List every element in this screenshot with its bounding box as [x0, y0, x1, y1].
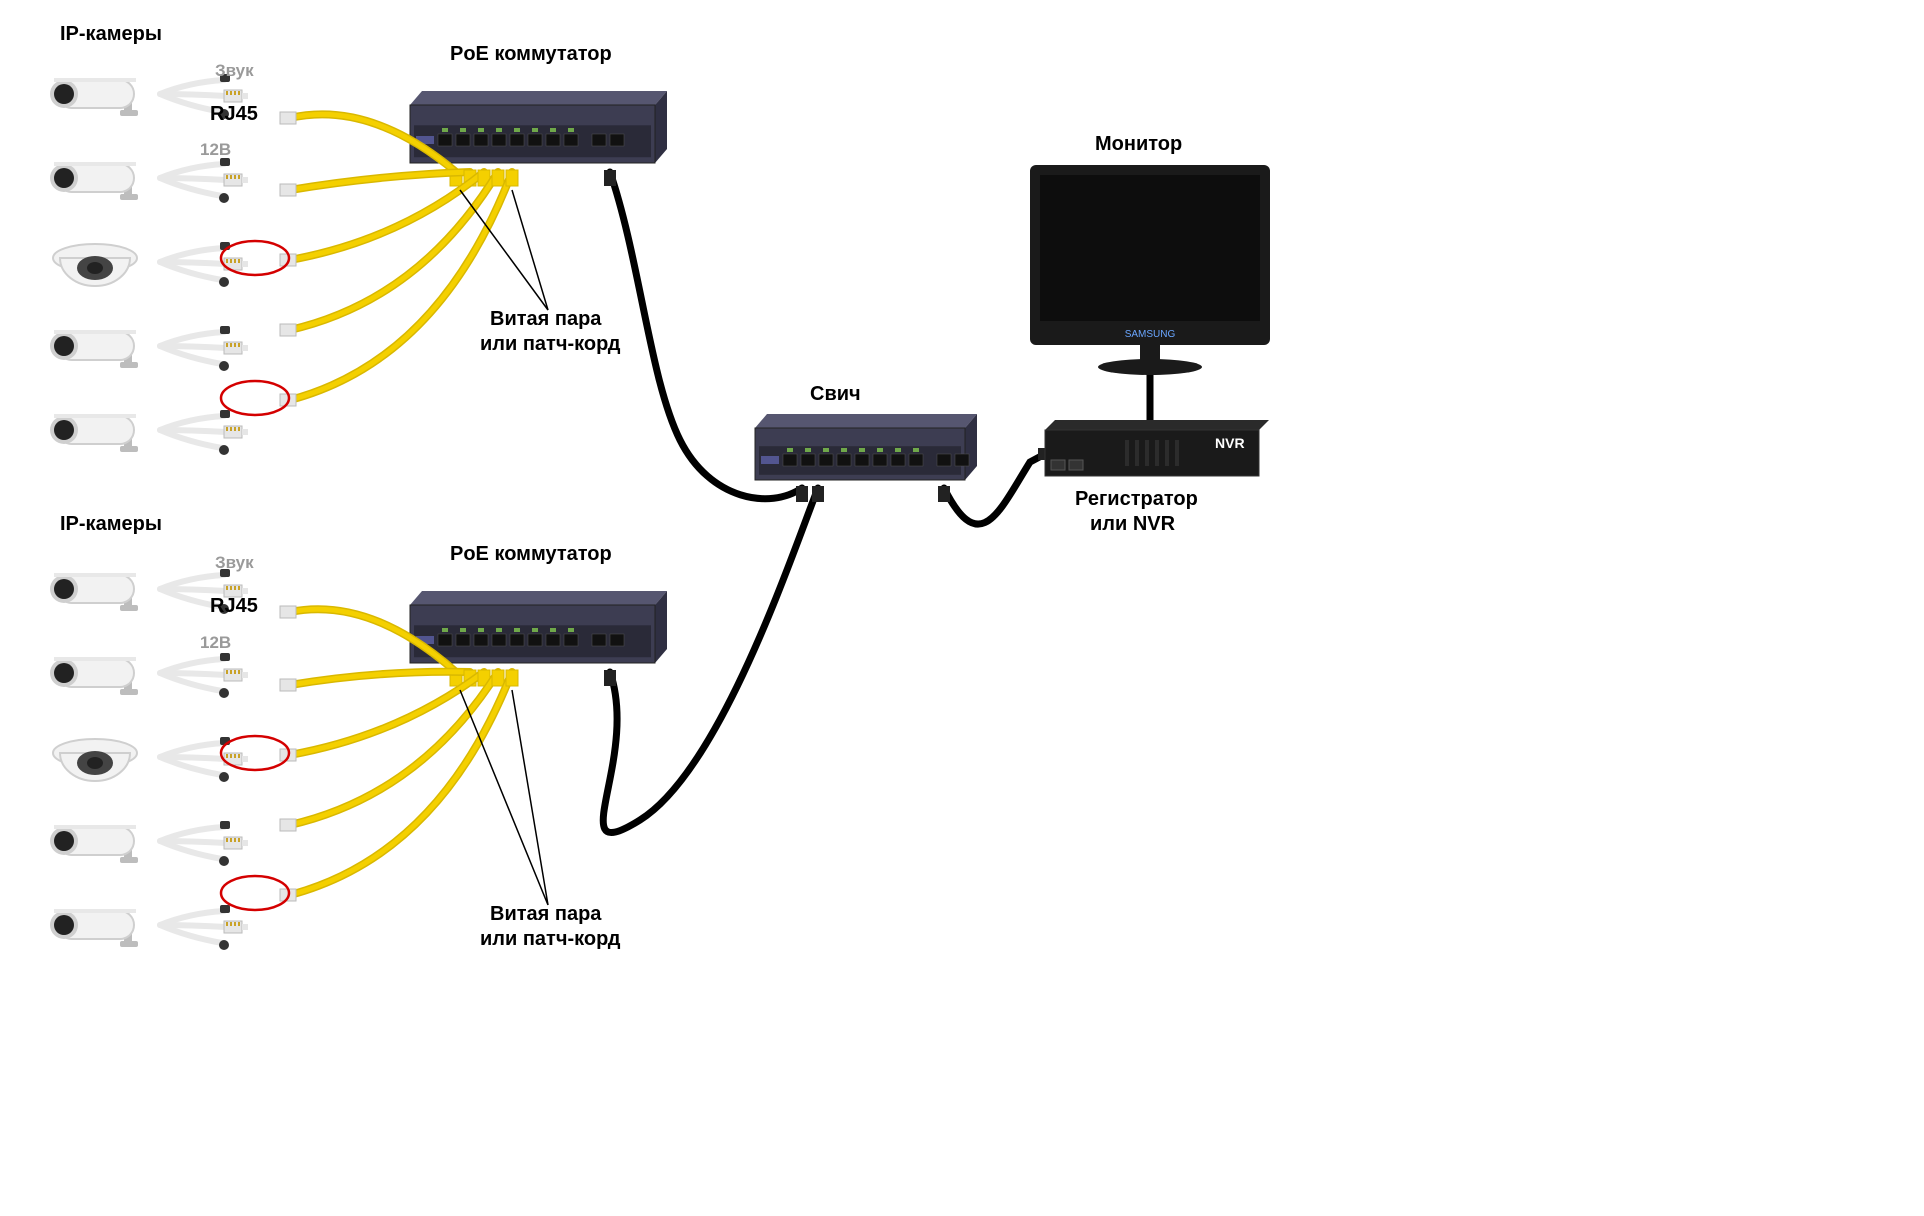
poe-switch-2 [410, 591, 667, 663]
rj45-plug-icon [604, 670, 616, 686]
switch-port [492, 134, 506, 146]
rj45-plug-icon [938, 486, 950, 502]
label-ip_cameras2: IP-камеры [60, 513, 162, 535]
rj45-plug-icon [812, 486, 824, 502]
label-patch2b: или патч-корд [480, 928, 621, 950]
label-monitor: Монитор [1095, 133, 1182, 155]
switch-uplink-port [592, 134, 606, 146]
label-ip_cameras1: IP-камеры [60, 23, 162, 45]
poe-switch-1 [410, 91, 667, 163]
switch-port [837, 454, 851, 466]
switch-uplink-port [610, 634, 624, 646]
switch-port [873, 454, 887, 466]
label-patch2a: Витая пара [490, 903, 602, 925]
diagram-canvas: SAMSUNG IP-камеры IP-камеры PoE коммутатор P… [0, 0, 1924, 1216]
label-nvr2: или NVR [1090, 513, 1176, 535]
switch-port [546, 634, 560, 646]
switch-port [819, 454, 833, 466]
switch-port [801, 454, 815, 466]
label-nvr1: Регистратор [1075, 488, 1198, 510]
switch-port [909, 454, 923, 466]
monitor-icon: SAMSUNG [1030, 165, 1270, 375]
switch-port [492, 634, 506, 646]
label-poe2: PoE коммутатор [450, 543, 612, 565]
switch-port [438, 634, 452, 646]
switch-port [564, 134, 578, 146]
switch-port [855, 454, 869, 466]
label-v12_2: 12В [200, 633, 231, 652]
switch-port [456, 634, 470, 646]
switch-port [456, 134, 470, 146]
label-nvr_dev: NVR [1215, 435, 1245, 451]
switch-port [528, 134, 542, 146]
switch-port [783, 454, 797, 466]
switch-port [474, 134, 488, 146]
switch-uplink-port [955, 454, 969, 466]
label-v12_1: 12В [200, 140, 231, 159]
label-rj45_1: RJ45 [210, 103, 258, 125]
switch-uplink-port [937, 454, 951, 466]
switch-port [510, 134, 524, 146]
label-patch1a: Витая пара [490, 308, 602, 330]
switch-uplink-port [610, 134, 624, 146]
switch-port [438, 134, 452, 146]
switch-uplink-port [592, 634, 606, 646]
label-rj45_2: RJ45 [210, 595, 258, 617]
switch-port [564, 634, 578, 646]
switch-port [546, 134, 560, 146]
label-sound2: Звук [215, 553, 254, 572]
rj45-plug-icon [604, 170, 616, 186]
rj45-plug-icon [796, 486, 808, 502]
switch-port [891, 454, 905, 466]
label-poe1: PoE коммутатор [450, 43, 612, 65]
label-patch1b: или патч-корд [480, 333, 621, 355]
switch-port [474, 634, 488, 646]
monitor-brand: SAMSUNG [1125, 329, 1176, 340]
main-switch [755, 414, 977, 480]
switch-port [528, 634, 542, 646]
label-switch: Свич [810, 383, 861, 405]
switch-port [510, 634, 524, 646]
label-sound1: Звук [215, 61, 254, 80]
